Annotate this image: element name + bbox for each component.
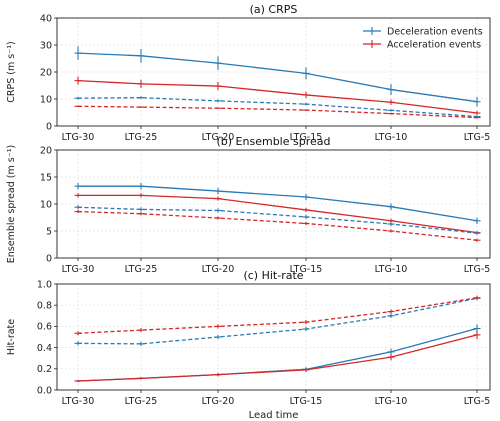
series-0 <box>74 182 481 224</box>
x-tick-label: LTG-20 <box>202 132 235 143</box>
x-tick-label: LTG-15 <box>290 396 323 407</box>
x-tick-label: LTG-5 <box>464 264 491 275</box>
y-tick-label: 20 <box>40 145 52 156</box>
plot-frame <box>56 283 491 391</box>
series-line <box>77 96 478 118</box>
x-tick-label: LTG-25 <box>125 132 158 143</box>
panel-title: (c) Hit-rate <box>243 269 303 282</box>
series-line <box>77 297 478 334</box>
y-tick-label: 20 <box>40 67 52 78</box>
x-tick-label: LTG-15 <box>290 264 323 275</box>
chart-panel-2: 0.0 0.2 0.4 0.6 0.8 1.0 LTG-30 LTG-25 LTG-20 LTG-… <box>6 269 491 421</box>
y-tick-label: 1.0 <box>37 279 52 290</box>
x-tick-label: LTG-5 <box>464 132 491 143</box>
y-tick-label: 0 <box>46 253 52 264</box>
series-line <box>77 79 478 114</box>
x-tick-label: LTG-30 <box>62 132 95 143</box>
y-tick-label: 0.0 <box>37 385 52 396</box>
series-0 <box>74 46 481 107</box>
series-3 <box>74 105 481 119</box>
y-tick-label: 10 <box>40 199 52 210</box>
y-tick-label: 0 <box>46 121 52 132</box>
series-1 <box>74 76 481 116</box>
y-tick-label: 10 <box>40 94 52 105</box>
legend-label: Acceleration events <box>387 39 481 50</box>
x-tick-label: LTG-10 <box>375 396 408 407</box>
x-tick-label: LTG-5 <box>464 396 491 407</box>
series-line <box>77 334 478 382</box>
y-axis-label: CRPS (m s⁻¹) <box>6 41 17 102</box>
series-line <box>77 210 478 241</box>
series-line <box>78 194 478 234</box>
chart-panel-1: 0 5 10 15 20 LTG-30 LTG-25 LTG-20 LTG-15 LTG-10 LT… <box>6 135 491 275</box>
x-tick-label: LTG-25 <box>125 396 158 407</box>
y-axis-label: Ensemble spread (m s⁻¹) <box>6 145 17 263</box>
y-tick-label: 30 <box>40 40 52 51</box>
series-1 <box>74 330 481 383</box>
series-3 <box>74 295 481 336</box>
y-axis-label: Hit-rate <box>6 319 17 355</box>
series-line <box>77 206 478 234</box>
series-line <box>77 297 478 345</box>
series-1 <box>74 193 481 235</box>
series-line <box>77 105 478 119</box>
legend-label: Deceleration events <box>387 26 483 37</box>
series-2 <box>74 205 481 235</box>
panel-title: (b) Ensemble spread <box>217 135 331 148</box>
series-3 <box>74 209 481 242</box>
x-tick-label: LTG-20 <box>202 396 235 407</box>
series-line <box>77 52 478 103</box>
chart-panel-0: 0 10 20 30 40 LTG-30 LTG-25 LTG-20 LTG-15 LTG-10 L… <box>6 3 491 143</box>
x-tick-label: LTG-15 <box>290 132 323 143</box>
x-tick-label: LTG-10 <box>375 132 408 143</box>
x-tick-label: LTG-30 <box>62 264 95 275</box>
series-0 <box>74 324 481 383</box>
series-2 <box>74 96 481 118</box>
y-tick-label: 5 <box>46 226 52 237</box>
legend: Deceleration events Acceleration events <box>363 26 483 50</box>
x-axis-label: Lead time <box>249 410 299 421</box>
y-tick-label: 0.8 <box>37 301 52 312</box>
series-2 <box>74 296 481 347</box>
y-tick-label: 0.2 <box>37 364 52 375</box>
x-tick-label: LTG-20 <box>202 264 235 275</box>
panel-title: (a) CRPS <box>250 3 298 16</box>
y-tick-label: 40 <box>40 13 52 24</box>
x-tick-label: LTG-30 <box>62 396 95 407</box>
x-tick-label: LTG-25 <box>125 264 158 275</box>
y-tick-label: 0.6 <box>37 322 52 333</box>
x-tick-label: LTG-10 <box>375 264 408 275</box>
series-line <box>77 327 478 382</box>
y-tick-label: 0.4 <box>37 343 52 354</box>
y-tick-label: 15 <box>40 172 52 183</box>
series-line <box>78 185 478 222</box>
